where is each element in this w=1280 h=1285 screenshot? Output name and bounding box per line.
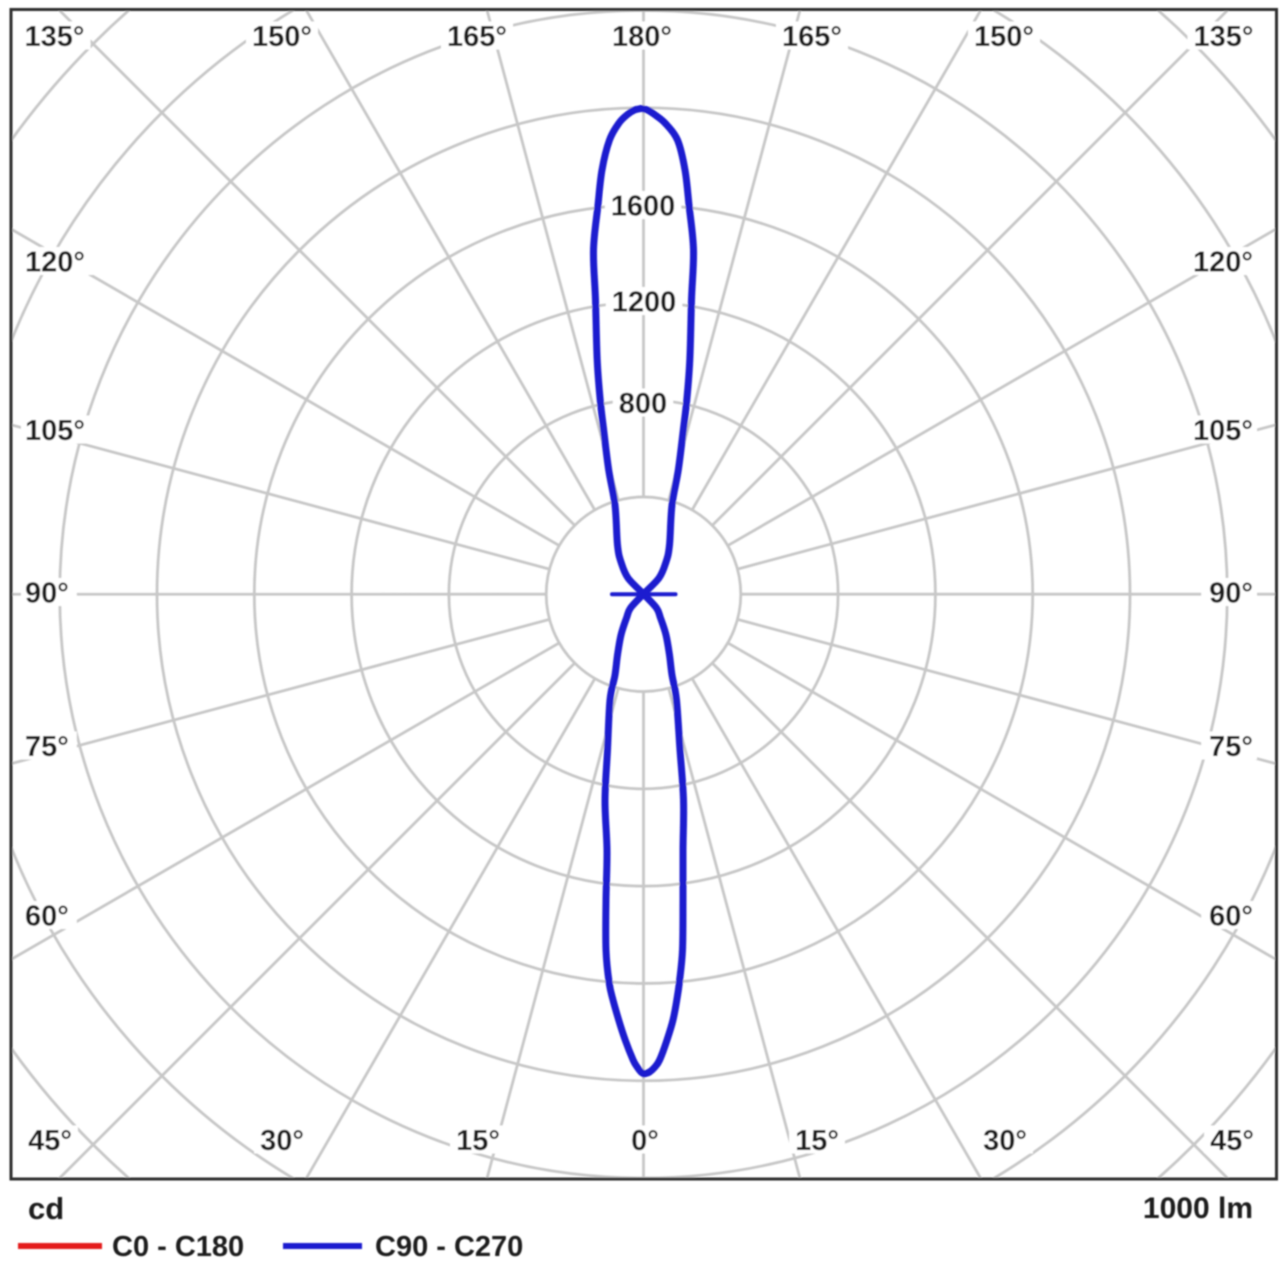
svg-text:C90 - C270: C90 - C270 bbox=[375, 1231, 523, 1263]
svg-text:45°: 45° bbox=[28, 1125, 72, 1157]
svg-text:1000 lm: 1000 lm bbox=[1143, 1192, 1253, 1225]
svg-text:0°: 0° bbox=[631, 1125, 659, 1157]
svg-text:105°: 105° bbox=[1193, 415, 1253, 447]
svg-text:150°: 150° bbox=[974, 21, 1034, 53]
svg-text:15°: 15° bbox=[795, 1125, 839, 1157]
svg-text:C0 - C180: C0 - C180 bbox=[112, 1231, 244, 1263]
svg-text:45°: 45° bbox=[1210, 1125, 1254, 1157]
svg-text:105°: 105° bbox=[25, 415, 85, 447]
svg-text:90°: 90° bbox=[25, 577, 69, 609]
svg-text:120°: 120° bbox=[25, 246, 85, 278]
svg-text:180°: 180° bbox=[612, 21, 672, 53]
svg-text:1200: 1200 bbox=[612, 286, 677, 318]
svg-text:30°: 30° bbox=[983, 1125, 1027, 1157]
svg-text:30°: 30° bbox=[260, 1125, 304, 1157]
svg-text:cd: cd bbox=[28, 1191, 64, 1226]
svg-text:135°: 135° bbox=[1194, 21, 1254, 53]
svg-text:165°: 165° bbox=[447, 21, 507, 53]
svg-text:60°: 60° bbox=[1209, 900, 1253, 932]
svg-text:120°: 120° bbox=[1193, 246, 1253, 278]
svg-text:60°: 60° bbox=[25, 900, 69, 932]
svg-text:1600: 1600 bbox=[611, 190, 676, 222]
svg-text:75°: 75° bbox=[25, 731, 69, 763]
svg-text:165°: 165° bbox=[782, 21, 842, 53]
svg-text:800: 800 bbox=[619, 388, 667, 420]
svg-text:75°: 75° bbox=[1209, 731, 1253, 763]
svg-text:135°: 135° bbox=[25, 21, 85, 53]
svg-text:150°: 150° bbox=[252, 21, 312, 53]
svg-text:15°: 15° bbox=[456, 1125, 500, 1157]
svg-text:90°: 90° bbox=[1209, 577, 1253, 609]
